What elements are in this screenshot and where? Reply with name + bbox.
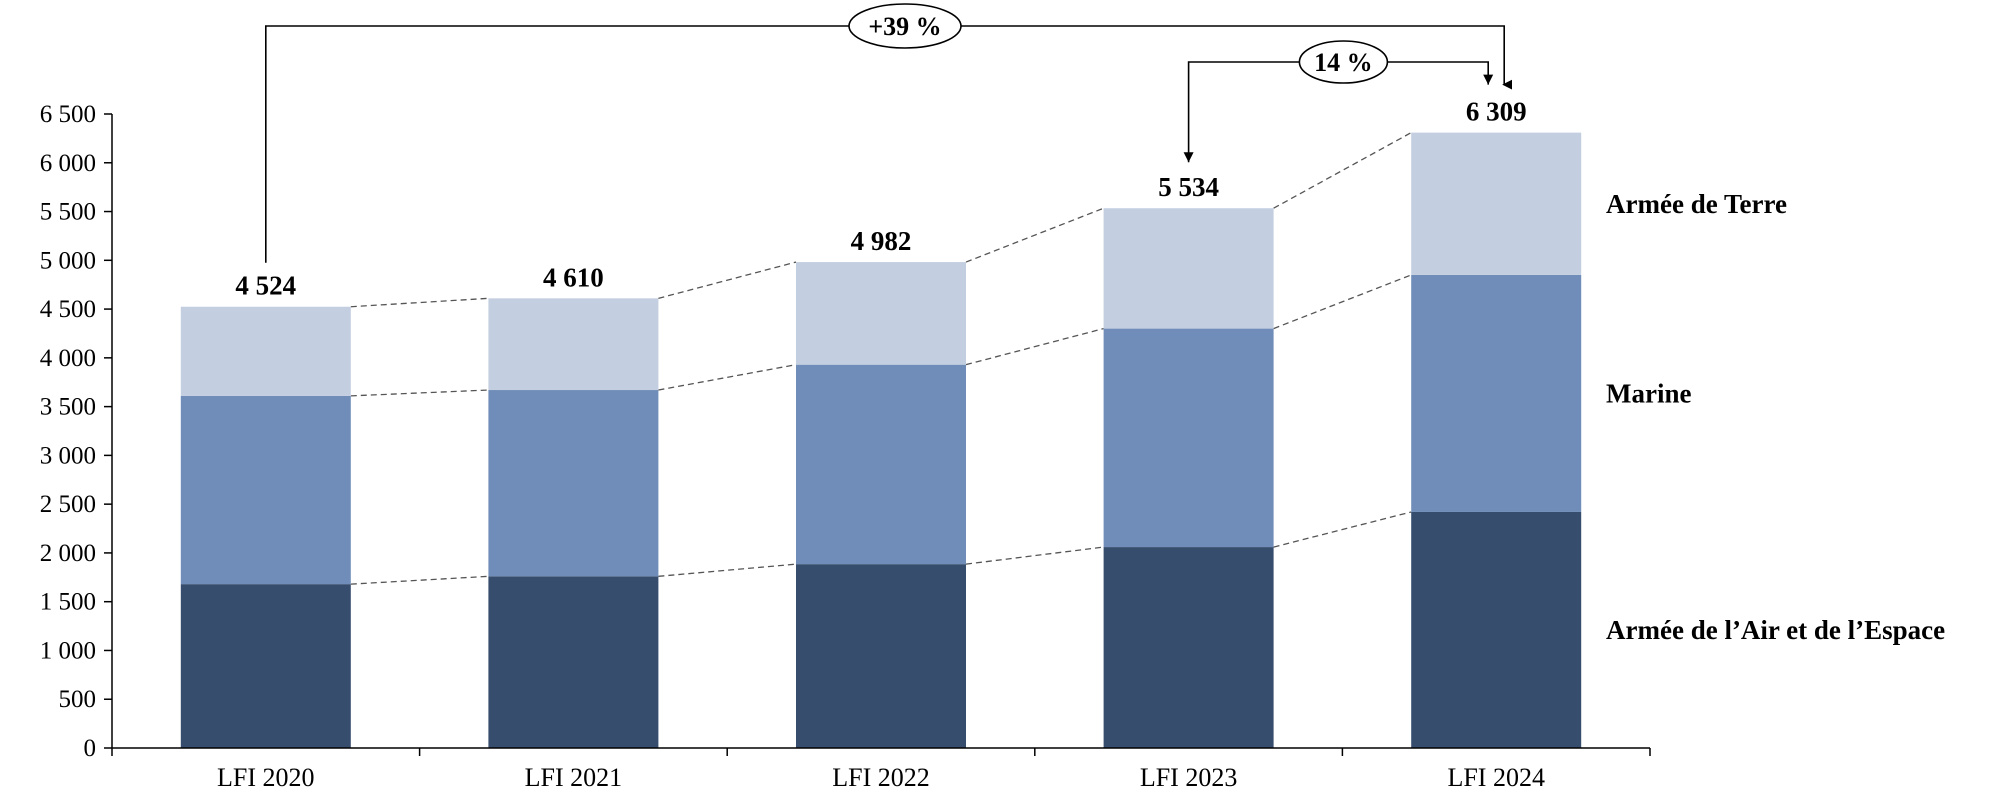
total-label: 5 534 [1158,172,1219,202]
bar-segment [1411,274,1582,512]
bar-segment [1103,547,1274,748]
x-tick-label: LFI 2022 [832,763,930,792]
total-label: 4 982 [851,226,912,256]
legend-entry: Marine [1606,378,1691,408]
bar-segment [796,364,966,565]
y-tick-label: 4 000 [40,345,96,372]
total-label: 6 309 [1466,97,1527,127]
connector-line [350,389,489,397]
legend-entry: Armée de l’Air et de l’Espace [1606,615,1945,645]
bar-segment [180,395,351,585]
connector-line [1273,511,1412,548]
connector-line [350,575,489,585]
bar-segment [488,298,659,391]
bar-segment [1103,208,1274,329]
growth-bubble [848,3,962,49]
connector-line [965,546,1104,565]
y-tick-label: 2 500 [40,491,96,518]
total-label: 4 610 [543,262,604,292]
y-tick-label: 500 [59,686,97,713]
connector-line [965,327,1104,366]
axes: 0 500 1 000 1 500 2 000 2 500 3 000 3 500 4 000 4… [40,101,1651,792]
y-tick-label: 1 000 [40,637,96,664]
y-tick-label: 0 [84,735,97,762]
y-tick-label: 3 500 [40,394,96,421]
y-tick-label: 1 500 [40,589,96,616]
bar-segment [796,564,966,748]
arrowhead [1483,74,1494,85]
connector-line [658,261,797,299]
total-labels: 4 524 4 610 4 982 5 534 6 309 [235,97,1526,301]
connector-line [658,563,797,577]
bar-segment [1411,511,1582,748]
connector-line [1273,274,1412,330]
y-tick-label: 2 000 [40,540,96,567]
y-tick-label: 5 500 [40,199,96,226]
y-tick-label: 6 500 [40,101,96,128]
bar-segment [1103,328,1274,548]
y-tick-label: 4 500 [40,296,96,323]
y-tick-label: 6 000 [40,150,96,177]
bar-segment [180,306,351,396]
x-tick-label: LFI 2020 [217,763,315,792]
bar-segment [1411,132,1582,275]
connector-line [965,207,1104,263]
arrowhead [1183,152,1194,163]
bar-segment [180,584,351,748]
connector-line [658,364,797,391]
connector-line [350,297,489,308]
y-tick-label: 5 000 [40,247,96,274]
legend-entry: Armée de Terre [1606,189,1787,219]
x-tick-label: LFI 2023 [1140,763,1238,792]
legend: Armée de l’Air et de l’Espace Marine Armée… [1606,189,1945,645]
growth-annotations: +39 % 14 % [264,3,1513,263]
connector-lines [350,132,1412,585]
total-label: 4 524 [235,271,296,301]
growth-label-annual: 14 % [1314,48,1373,77]
y-tick-label: 3 000 [40,442,96,469]
x-tick-label: LFI 2024 [1447,763,1545,792]
growth-bubble [1298,40,1389,84]
bars [180,132,1582,748]
connector-line [1273,132,1412,209]
bar-segment [488,390,659,577]
growth-label-total: +39 % [868,12,941,41]
bar-segment [796,262,966,365]
x-tick-label: LFI 2021 [525,763,623,792]
bar-segment [488,576,659,748]
